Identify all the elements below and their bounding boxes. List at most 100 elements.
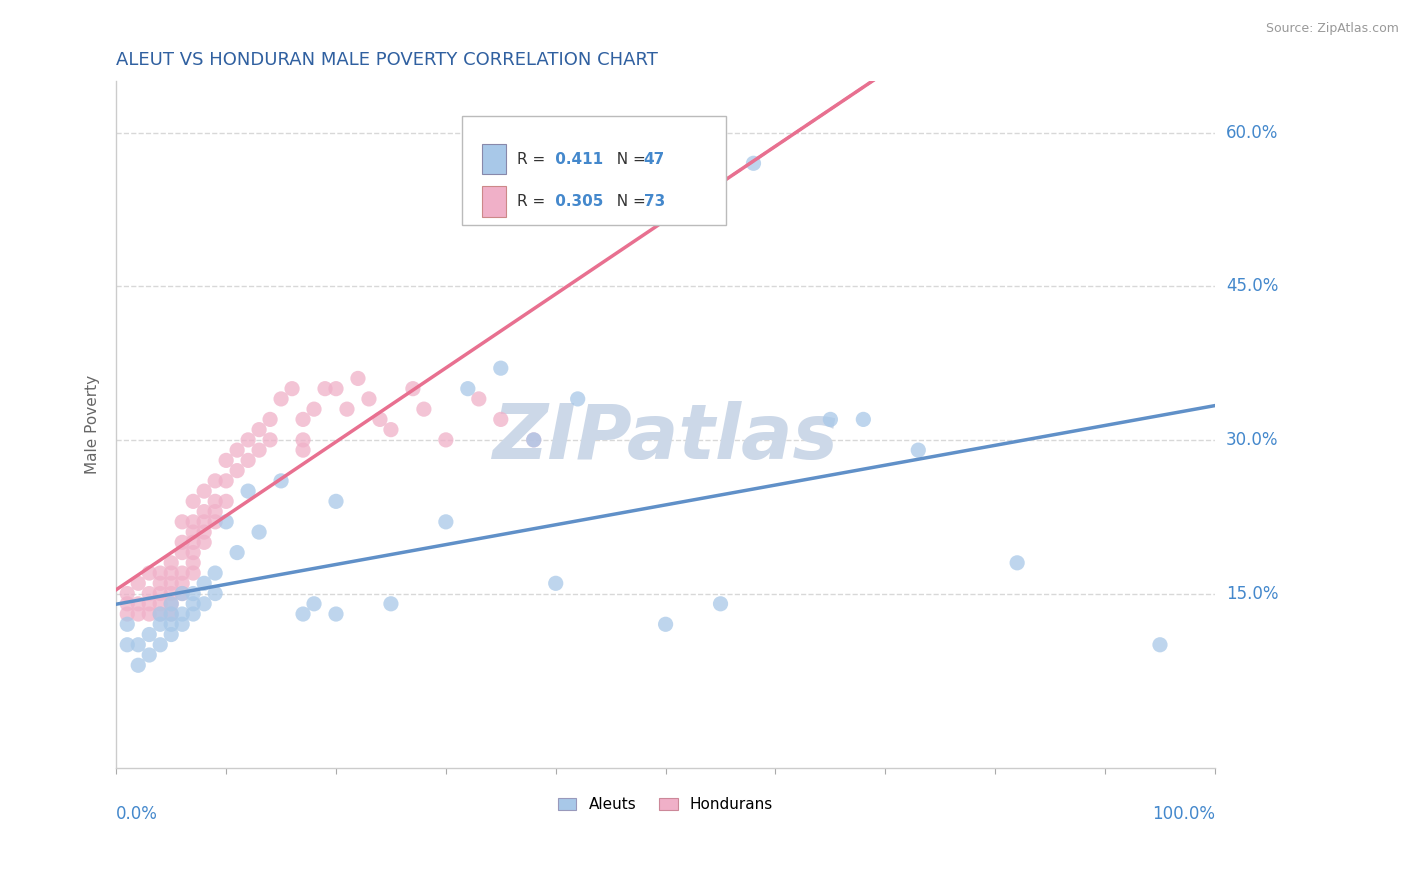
Point xyxy=(138,597,160,611)
Point xyxy=(434,433,457,447)
Point xyxy=(181,545,204,559)
Point xyxy=(181,586,204,600)
Point xyxy=(138,648,160,662)
Point xyxy=(149,638,172,652)
Point xyxy=(204,586,226,600)
Point xyxy=(204,566,226,580)
Point xyxy=(709,597,731,611)
Point xyxy=(292,443,315,458)
Text: N =: N = xyxy=(607,194,651,209)
Point xyxy=(281,382,304,396)
Point xyxy=(226,443,249,458)
Point xyxy=(292,412,315,426)
Text: Source: ZipAtlas.com: Source: ZipAtlas.com xyxy=(1265,22,1399,36)
Point xyxy=(181,515,204,529)
Point xyxy=(172,576,194,591)
Point xyxy=(181,597,204,611)
Point xyxy=(544,576,567,591)
Point xyxy=(193,515,215,529)
Point xyxy=(149,607,172,621)
Text: 47: 47 xyxy=(644,152,665,167)
Point xyxy=(127,638,149,652)
Text: 60.0%: 60.0% xyxy=(1226,124,1278,142)
Point xyxy=(226,545,249,559)
Point xyxy=(402,382,425,396)
Point xyxy=(193,484,215,499)
Text: 15.0%: 15.0% xyxy=(1226,584,1278,603)
Bar xyxy=(482,144,506,175)
Point xyxy=(236,484,259,499)
Point xyxy=(368,412,391,426)
Point xyxy=(160,607,183,621)
Point xyxy=(138,607,160,621)
Point xyxy=(226,464,249,478)
Point xyxy=(193,525,215,540)
Point xyxy=(117,586,139,600)
Point xyxy=(468,392,491,406)
Point xyxy=(181,556,204,570)
Point xyxy=(160,607,183,621)
Point xyxy=(292,433,315,447)
Text: 30.0%: 30.0% xyxy=(1226,431,1278,449)
Point xyxy=(181,566,204,580)
Point xyxy=(138,566,160,580)
Point xyxy=(149,566,172,580)
Point xyxy=(193,505,215,519)
Point xyxy=(172,617,194,632)
Point xyxy=(204,515,226,529)
Point xyxy=(380,423,402,437)
Point xyxy=(302,402,325,417)
Point xyxy=(489,412,512,426)
Point xyxy=(325,607,347,621)
Point xyxy=(292,607,315,621)
Point xyxy=(172,566,194,580)
Text: ZIPatlas: ZIPatlas xyxy=(492,401,838,475)
Point xyxy=(138,627,160,641)
Point xyxy=(489,361,512,376)
Point xyxy=(149,617,172,632)
Point xyxy=(314,382,336,396)
Point xyxy=(247,443,270,458)
Point xyxy=(523,433,546,447)
Point xyxy=(852,412,875,426)
Point xyxy=(117,597,139,611)
Point xyxy=(204,505,226,519)
Text: R =: R = xyxy=(517,152,550,167)
Point xyxy=(172,586,194,600)
Point xyxy=(160,566,183,580)
Legend: Aleuts, Hondurans: Aleuts, Hondurans xyxy=(553,791,779,818)
Point xyxy=(412,402,434,417)
Text: N =: N = xyxy=(607,152,651,167)
Point xyxy=(204,474,226,488)
Point xyxy=(160,597,183,611)
Point xyxy=(127,597,149,611)
Point xyxy=(172,586,194,600)
Point xyxy=(236,433,259,447)
Point xyxy=(247,423,270,437)
Text: 45.0%: 45.0% xyxy=(1226,277,1278,295)
Point xyxy=(127,607,149,621)
Point xyxy=(172,515,194,529)
Point xyxy=(160,597,183,611)
Y-axis label: Male Poverty: Male Poverty xyxy=(86,375,100,474)
Point xyxy=(1005,556,1028,570)
Point xyxy=(215,453,238,467)
Text: 0.411: 0.411 xyxy=(550,152,603,167)
Point xyxy=(172,545,194,559)
Point xyxy=(117,607,139,621)
Point xyxy=(160,586,183,600)
Point xyxy=(181,535,204,549)
Point xyxy=(325,494,347,508)
Text: 0.0%: 0.0% xyxy=(117,805,157,823)
Point xyxy=(215,494,238,508)
Point xyxy=(270,392,292,406)
Point xyxy=(434,515,457,529)
Bar xyxy=(482,186,506,217)
Point xyxy=(357,392,380,406)
Text: 73: 73 xyxy=(644,194,665,209)
Point xyxy=(181,494,204,508)
Point xyxy=(117,617,139,632)
Text: R =: R = xyxy=(517,194,550,209)
Point xyxy=(742,156,765,170)
Point xyxy=(138,586,160,600)
